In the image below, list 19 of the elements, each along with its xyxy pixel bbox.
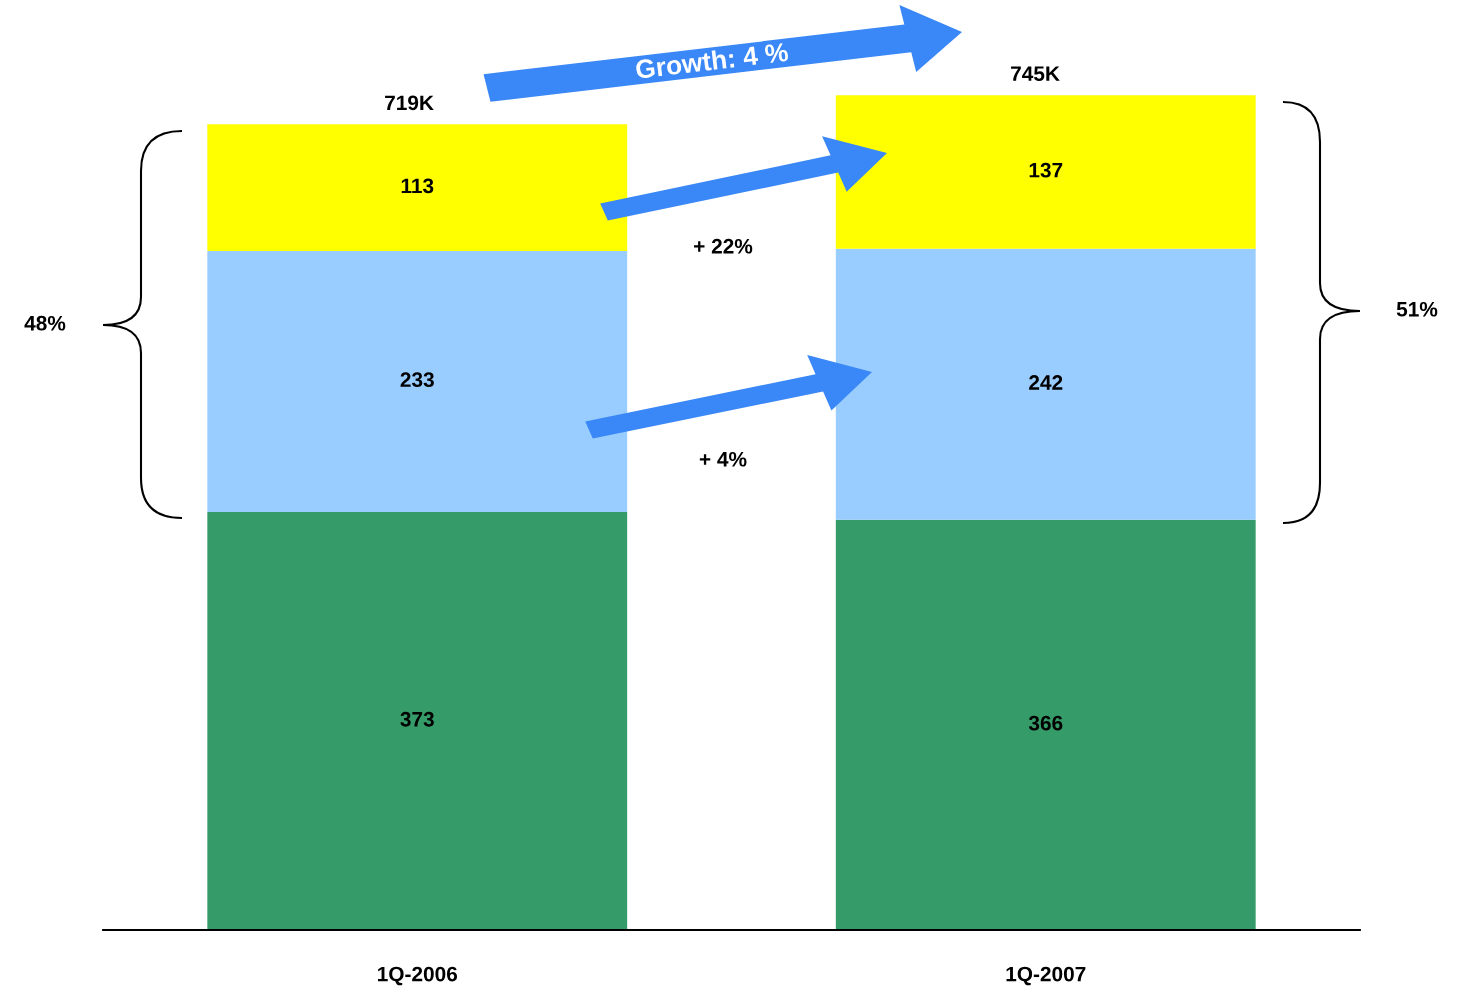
x-tick-label: 1Q-2006 <box>378 966 458 986</box>
annotation: + 22% <box>694 238 753 254</box>
data-label: 242 <box>1029 375 1063 390</box>
bar <box>207 250 628 513</box>
data-label: 366 <box>1028 715 1063 731</box>
x-tick-label: 1Q-2007 <box>1006 966 1086 986</box>
total-label: 719K <box>385 95 434 111</box>
data-label: 113 <box>401 178 434 194</box>
text: Growth: 4 % <box>635 41 789 80</box>
text: 51% <box>1396 301 1438 317</box>
bar <box>207 512 628 930</box>
annotation: + 4% <box>699 451 747 467</box>
bar <box>835 519 1256 930</box>
data-label: 373 <box>400 711 434 727</box>
data-label: 137 <box>1029 162 1063 178</box>
bar <box>835 248 1256 520</box>
data-label: 233 <box>400 372 434 388</box>
text: 48% <box>24 315 66 331</box>
total-label: 745K <box>1011 66 1060 82</box>
